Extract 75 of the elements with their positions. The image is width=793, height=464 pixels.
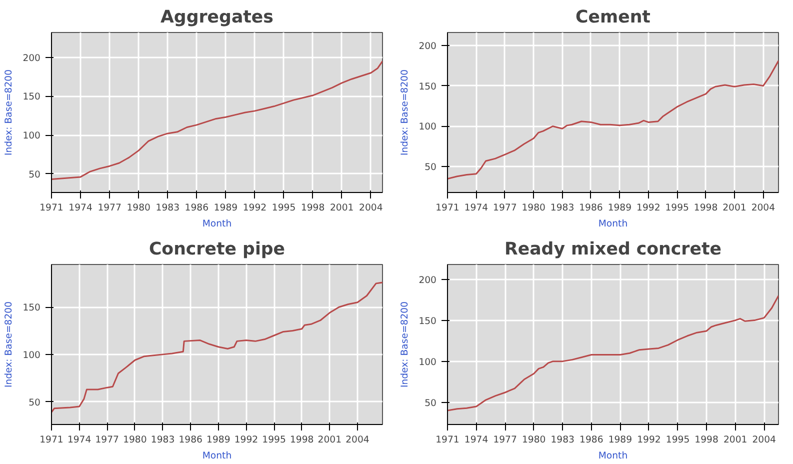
x-tick-label: 1980 [522, 434, 546, 446]
x-tick-label: 1986 [580, 434, 604, 446]
x-tick-label: 1971 [40, 434, 64, 446]
x-tick-label: 1980 [522, 202, 546, 214]
x-tick-label: 1974 [464, 202, 488, 214]
x-tick-label: 2004 [751, 202, 776, 214]
x-tick-label: 1971 [40, 202, 64, 214]
x-tick-label: 2001 [723, 434, 748, 446]
x-tick-label: 1995 [272, 202, 296, 214]
x-tick-label: 1983 [550, 434, 575, 446]
y-tick-label: 50 [424, 162, 437, 174]
y-tick-label: 150 [22, 302, 41, 314]
x-tick-label: 1998 [694, 202, 718, 214]
x-tick-label: 1989 [608, 202, 632, 214]
x-tick-label: 1989 [608, 434, 632, 446]
y-tick-label: 50 [424, 398, 437, 409]
x-tick-label: 1995 [666, 434, 690, 446]
x-tick-label: 2001 [318, 434, 342, 446]
x-tick-label: 1971 [436, 434, 460, 446]
y-tick-label: 100 [418, 122, 437, 133]
y-tick-label: 200 [22, 52, 41, 64]
y-tick-label: 50 [28, 397, 41, 408]
x-tick-label: 1992 [242, 202, 267, 214]
x-tick-label: 2004 [752, 434, 776, 446]
x-tick-label: 1986 [579, 202, 603, 214]
x-tick-label: 1974 [68, 202, 92, 214]
y-tick-label: 200 [418, 274, 437, 286]
x-tick-label: 1974 [67, 434, 92, 446]
x-tick-label: 1995 [262, 434, 286, 446]
x-tick-label: 1977 [493, 202, 517, 214]
x-tick-label: 1980 [126, 202, 151, 214]
x-tick-label: 1977 [493, 434, 517, 446]
x-axis-title: Month [598, 218, 628, 230]
x-axis-title: Month [202, 218, 232, 230]
chart-title: Ready mixed concrete [504, 240, 722, 260]
x-tick-label: 1977 [98, 202, 122, 214]
x-tick-label: 1983 [550, 202, 574, 214]
y-tick-label: 150 [418, 81, 437, 92]
x-axis-title: Month [598, 450, 628, 462]
x-tick-label: 1998 [290, 434, 314, 446]
x-axis-title: Month [202, 450, 232, 462]
x-tick-label: 1989 [206, 434, 230, 446]
y-axis-title: Index: Base=8200 [400, 69, 411, 156]
x-tick-label: 1989 [214, 202, 238, 214]
x-tick-label: 2004 [346, 434, 370, 446]
x-tick-label: 1986 [178, 434, 203, 446]
x-tick-label: 1992 [636, 202, 660, 214]
y-tick-label: 50 [28, 169, 41, 180]
chart-title: Aggregates [160, 8, 274, 28]
y-tick-label: 150 [22, 92, 41, 103]
x-tick-label: 1998 [300, 202, 325, 214]
x-tick-label: 1977 [95, 434, 120, 446]
x-tick-label: 1992 [637, 434, 661, 446]
x-tick-label: 1974 [464, 434, 488, 446]
y-axis-title: Index: Base=8200 [4, 301, 15, 388]
y-axis-title: Index: Base=8200 [400, 301, 411, 388]
y-axis-title: Index: Base=8200 [4, 69, 15, 156]
y-tick-label: 100 [418, 356, 437, 368]
x-tick-label: 1995 [665, 202, 690, 214]
chart-title: Cement [576, 8, 650, 28]
chart-title: Concrete pipe [148, 240, 286, 260]
x-tick-label: 2004 [359, 202, 383, 214]
x-tick-label: 1992 [234, 434, 258, 446]
y-tick-label: 150 [418, 316, 437, 327]
x-tick-label: 1983 [156, 202, 180, 214]
y-tick-label: 100 [22, 350, 41, 361]
x-tick-label: 1971 [436, 202, 460, 214]
x-tick-label: 1998 [694, 434, 718, 446]
x-tick-label: 1986 [184, 202, 209, 214]
x-tick-label: 2001 [722, 202, 746, 214]
x-tick-label: 1980 [123, 434, 147, 446]
x-tick-label: 1983 [150, 434, 175, 446]
x-tick-label: 2001 [330, 202, 354, 214]
y-tick-label: 200 [418, 40, 437, 52]
y-tick-label: 100 [22, 130, 41, 142]
